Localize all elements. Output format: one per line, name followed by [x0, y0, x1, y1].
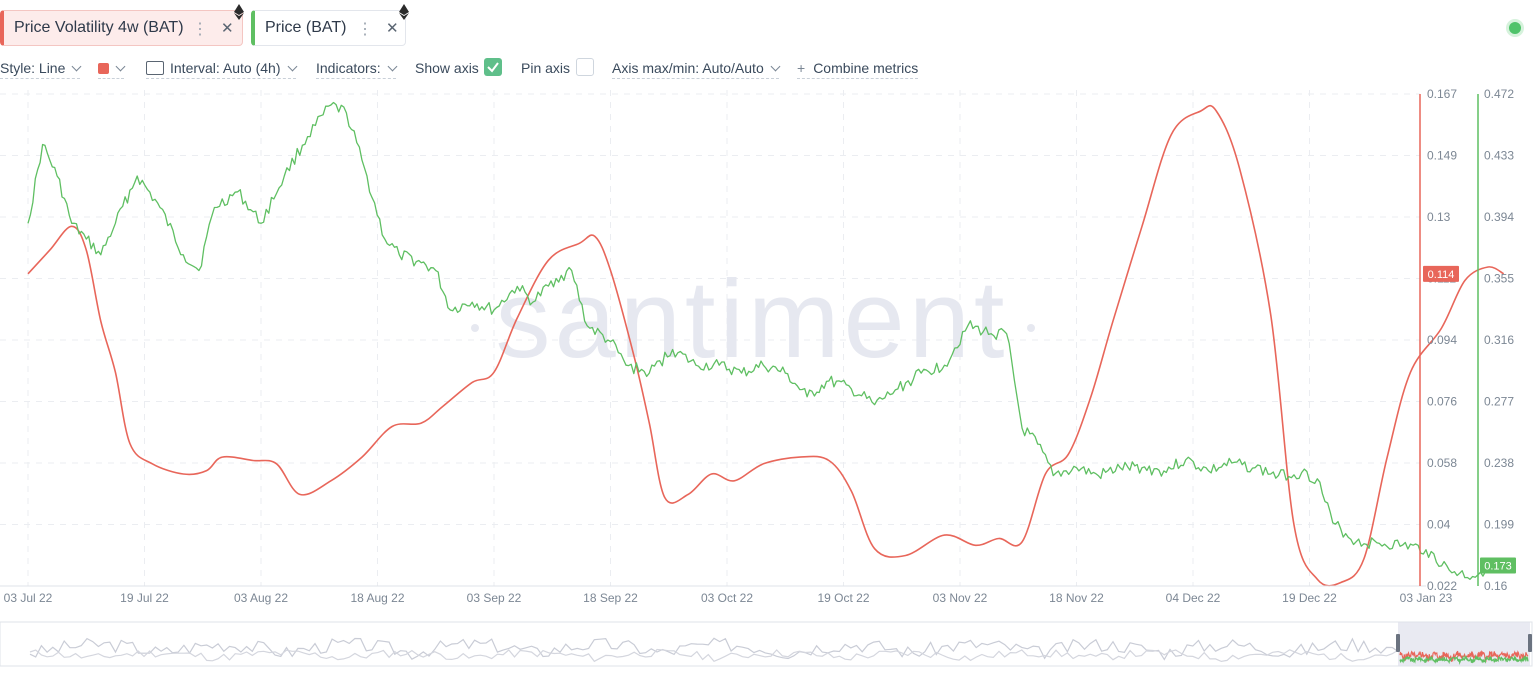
interval-dropdown[interactable]: Interval: Auto (4h) [146, 58, 297, 79]
left-axis-tick-label: 0.149 [1427, 149, 1457, 163]
left-axis-tick-label: 0.04 [1427, 518, 1451, 532]
x-axis-tick-label: 18 Aug 22 [350, 591, 404, 605]
navigator-lines [29, 637, 1399, 663]
ethereum-icon [399, 4, 409, 20]
x-axis-tick-label: 03 Aug 22 [234, 591, 288, 605]
x-axis-tick-label: 03 Nov 22 [933, 591, 988, 605]
ethereum-icon [234, 4, 244, 20]
left-axis-tick-label: 0.058 [1427, 456, 1457, 470]
x-axis-tick-label: 03 Jul 22 [4, 591, 53, 605]
right-axis-tick-label: 0.316 [1484, 333, 1514, 347]
indicators-dropdown[interactable]: Indicators: [316, 58, 398, 79]
x-axis-tick-label: 03 Oct 22 [701, 591, 753, 605]
navigator-handle-right[interactable] [1528, 634, 1532, 652]
navigator-volatility-line [1399, 649, 1529, 663]
watermark-dot [1027, 324, 1035, 332]
x-axis-tick-label: 04 Dec 22 [1166, 591, 1221, 605]
chart-series [27, 101, 1505, 587]
left-axis-tick-label: 0.13 [1427, 210, 1451, 224]
right-axis-tick-label: 0.16 [1484, 579, 1508, 593]
plus-icon: + [797, 60, 806, 76]
tab-label: Price (BAT) [265, 19, 347, 36]
tab-price-volatility[interactable]: Price Volatility 4w (BAT) ⋮ ✕ [0, 10, 243, 46]
style-dropdown[interactable]: Style: Line [0, 58, 82, 79]
x-axis-tick-label: 03 Jan 23 [1400, 591, 1453, 605]
x-axis-tick-label: 18 Nov 22 [1049, 591, 1104, 605]
navigator-price-line [1399, 654, 1529, 666]
navigator-handle-left[interactable] [1396, 634, 1400, 652]
style-label: Style: Line [0, 60, 66, 76]
tab-label: Price Volatility 4w (BAT) [14, 19, 184, 36]
live-status-dot [1509, 22, 1521, 34]
axis-maxmin-label: Axis max/min: Auto/Auto [612, 60, 764, 76]
watermark: santiment [496, 258, 1009, 381]
x-axis-tick-label: 19 Oct 22 [817, 591, 869, 605]
show-axis-checkbox[interactable] [484, 58, 502, 76]
chart-axes: 0.1670.1490.130.1120.0940.0760.0580.040.… [0, 87, 1516, 605]
checkmark-icon [487, 62, 499, 73]
show-axis-label: Show axis [415, 60, 479, 76]
left-axis-tick-label: 0.167 [1427, 87, 1457, 101]
x-axis-tick-label: 19 Dec 22 [1282, 591, 1337, 605]
right-axis-tick-label: 0.277 [1484, 395, 1514, 409]
right-axis-tick-label: 0.394 [1484, 210, 1514, 224]
volatility-value-badge [1423, 265, 1459, 282]
interval-label: Interval: Auto (4h) [170, 60, 281, 76]
price-value-label: 0.173 [1484, 561, 1512, 573]
volatility-line [27, 104, 1505, 587]
right-axis-tick-label: 0.472 [1484, 87, 1514, 101]
more-options-icon[interactable]: ⋮ [192, 21, 208, 38]
price-value-badge [1480, 557, 1516, 574]
volatility-value-label: 0.114 [1428, 269, 1455, 281]
right-axis-tick-label: 0.355 [1484, 272, 1514, 286]
right-axis-tick-label: 0.433 [1484, 149, 1514, 163]
left-axis-tick-label: 0.094 [1427, 333, 1457, 347]
more-options-icon[interactable]: ⋮ [357, 21, 373, 38]
close-icon[interactable]: ✕ [221, 20, 234, 37]
axis-maxmin-dropdown[interactable]: Axis max/min: Auto/Auto [612, 58, 781, 79]
x-axis-tick-label: 03 Sep 22 [467, 591, 522, 605]
interval-icon [146, 61, 164, 75]
navigator-selected-lines [1399, 649, 1529, 666]
watermark-dot [471, 324, 479, 332]
price-line [27, 101, 1505, 580]
color-swatch [98, 63, 109, 74]
indicators-label: Indicators: [316, 60, 381, 76]
chart-grid [0, 90, 1420, 587]
pin-axis-checkbox[interactable] [576, 58, 594, 76]
right-axis-tick-label: 0.238 [1484, 456, 1514, 470]
pin-axis-label: Pin axis [521, 60, 571, 76]
left-axis-tick-label: 0.076 [1427, 395, 1457, 409]
left-axis-tick-label: 0.022 [1427, 579, 1457, 593]
navigator-line [29, 648, 1399, 663]
x-axis-tick-label: 18 Sep 22 [583, 591, 638, 605]
tab-price[interactable]: Price (BAT) ⋮ ✕ [251, 10, 406, 46]
navigator-frame [0, 621, 1533, 667]
x-axis-tick-label: 19 Jul 22 [120, 591, 169, 605]
color-dropdown[interactable] [98, 58, 126, 79]
combine-metrics-label: Combine metrics [813, 60, 919, 76]
right-axis-tick-label: 0.199 [1484, 518, 1514, 532]
navigator-line [29, 637, 1399, 661]
close-icon[interactable]: ✕ [386, 20, 399, 37]
combine-metrics-button[interactable]: + Combine metrics [797, 58, 919, 79]
